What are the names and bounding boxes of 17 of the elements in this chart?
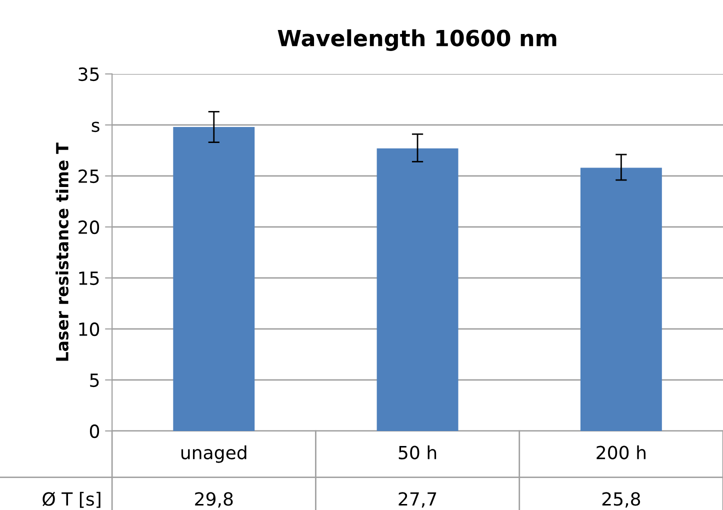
y-tick-label: 10 bbox=[79, 322, 100, 336]
x-tick-label: unaged bbox=[181, 445, 246, 463]
data-label: 25,8 bbox=[602, 492, 640, 508]
y-tick-label: 25 bbox=[78, 169, 99, 184]
x-tick-label: 50 h bbox=[398, 445, 436, 460]
y-axis-title: Laser resistance time T bbox=[56, 142, 68, 361]
data-label: 29,8 bbox=[195, 492, 233, 508]
y-tick-label: s bbox=[92, 122, 100, 132]
text: Ø T [s] bbox=[42, 492, 100, 508]
data-label: 27,7 bbox=[398, 492, 436, 508]
y-tick-label: 15 bbox=[79, 272, 99, 286]
y-tick-label: 20 bbox=[78, 220, 100, 234]
x-tick-label: 200 h bbox=[596, 445, 646, 460]
y-tick-label: 5 bbox=[90, 374, 99, 388]
y-tick-label: 0 bbox=[90, 424, 100, 438]
chart-title: Wavelength 10600 nm bbox=[278, 29, 556, 51]
y-tick-label: 35 bbox=[78, 67, 99, 82]
